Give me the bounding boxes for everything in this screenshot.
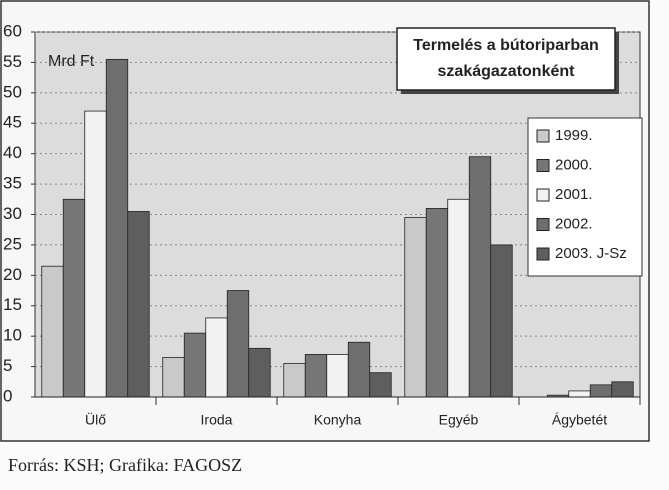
x-tick-label: Ágybetét — [552, 412, 607, 428]
y-tick-label: 40 — [3, 143, 22, 162]
y-tick-label: 45 — [3, 113, 22, 132]
y-tick-label: 50 — [3, 82, 22, 101]
legend-swatch — [536, 129, 550, 143]
bar — [568, 390, 591, 398]
legend-label: 2002. — [555, 215, 593, 232]
bar — [205, 317, 228, 398]
y-axis-label: Mrd Ft — [48, 53, 95, 70]
bar — [589, 384, 613, 398]
y-tick-label: 5 — [3, 356, 12, 375]
chart-title: szakágazatonként — [438, 63, 576, 80]
bars: 0 5 10 15 20 25 30 35 40 45 50 55 60 Ülő Iroda Konyha Eg… — [3, 21, 641, 428]
bar — [162, 357, 185, 398]
y-tick-label: 25 — [3, 234, 22, 253]
bar — [84, 110, 107, 398]
bar — [425, 208, 449, 398]
y-tick-label: 20 — [3, 265, 22, 284]
bar — [226, 290, 250, 398]
x-tick-label: Konyha — [314, 412, 362, 428]
x-tick-label: Ülő — [85, 411, 106, 428]
bar — [183, 332, 207, 398]
y-tick-label: 60 — [3, 21, 22, 40]
bar — [41, 265, 64, 398]
bar — [105, 58, 129, 398]
y-tick-label: 30 — [3, 204, 22, 223]
y-tick-label: 55 — [3, 52, 22, 71]
bar — [62, 198, 86, 398]
legend-label: 2001. — [555, 186, 593, 203]
x-tick-label: Egyéb — [439, 412, 479, 428]
bar — [283, 363, 306, 398]
title-box — [396, 27, 616, 91]
bar — [326, 354, 349, 398]
bar — [404, 217, 427, 398]
chart-title: Termelés a bútoriparban — [413, 37, 599, 54]
y-tick-label: 0 — [3, 386, 12, 405]
bar — [127, 211, 150, 398]
source: Forrás: KSH; Grafika: FAGOSZ — [8, 455, 242, 475]
x-tick-label: Iroda — [201, 412, 233, 428]
y-tick-label: 15 — [3, 295, 22, 314]
bar — [490, 244, 513, 398]
bar — [468, 156, 492, 398]
y-tick-label: 35 — [3, 174, 22, 193]
legend-label: 2003. J-Sz — [555, 245, 627, 262]
legend-label: 2000. — [555, 156, 593, 173]
y-tick-label: 10 — [3, 326, 22, 345]
bar — [369, 372, 392, 398]
legend-swatch — [536, 188, 550, 202]
bar — [248, 347, 271, 398]
bar — [611, 381, 634, 398]
legend-swatch — [536, 159, 550, 172]
legend-label: 1999. — [555, 127, 593, 144]
bar — [447, 198, 470, 398]
legend-swatch — [536, 247, 550, 261]
bar — [304, 354, 328, 398]
bar — [347, 341, 371, 398]
legend-swatch — [536, 218, 550, 231]
